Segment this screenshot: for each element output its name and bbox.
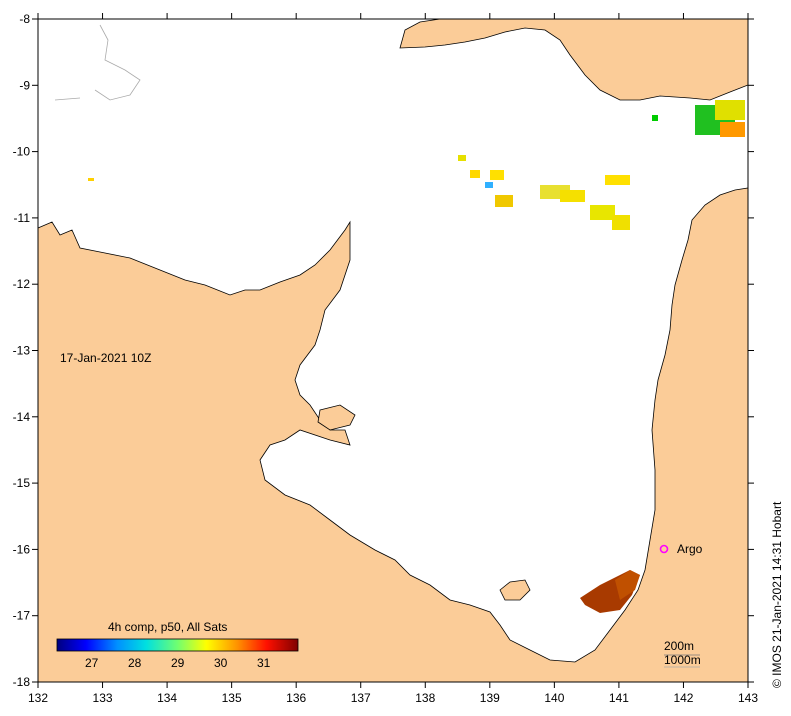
colorbar-tick: 29 bbox=[171, 656, 185, 670]
sst-patches bbox=[88, 100, 745, 613]
colorbar-tick: 30 bbox=[214, 656, 228, 670]
colorbar-title: 4h comp, p50, All Sats bbox=[108, 620, 227, 634]
colorbar-tick: 28 bbox=[128, 656, 142, 670]
lon-tick-label: 132 bbox=[28, 691, 48, 705]
colorbar-gradient bbox=[56, 638, 299, 652]
colorbar-tick: 27 bbox=[85, 656, 99, 670]
colorbar-tick: 31 bbox=[257, 656, 271, 670]
land-island-b bbox=[317, 404, 356, 431]
date-label: 17-Jan-2021 10Z bbox=[60, 351, 151, 365]
lat-tick-label: -13 bbox=[13, 344, 31, 358]
land-island-a bbox=[499, 579, 531, 601]
lon-tick-label: 143 bbox=[738, 691, 758, 705]
map-area: Argo 17-Jan-2021 10Z 200m 1000m 4h comp,… bbox=[37, 18, 749, 683]
lat-tick-label: -16 bbox=[13, 542, 31, 556]
colorbar: 4h comp, p50, All Sats 27 28 29 30 bbox=[56, 620, 299, 670]
lon-tick-label: 139 bbox=[480, 691, 500, 705]
lat-tick-label: -10 bbox=[13, 145, 31, 159]
lon-tick-label: 134 bbox=[157, 691, 177, 705]
lat-tick-label: -8 bbox=[19, 12, 30, 26]
lat-axis: -8 -9 -10 -11 -12 -13 -14 -15 -16 -17 -18 bbox=[13, 12, 754, 689]
lon-tick-label: 136 bbox=[286, 691, 306, 705]
lon-tick-label: 138 bbox=[415, 691, 435, 705]
lat-tick-label: -12 bbox=[13, 277, 31, 291]
lon-tick-label: 140 bbox=[544, 691, 564, 705]
lat-tick-label: -18 bbox=[13, 675, 31, 689]
lon-axis: 132 133 134 135 136 137 138 139 140 141 142 143 bbox=[28, 13, 758, 705]
argo-marker bbox=[659, 544, 669, 554]
argo-label: Argo bbox=[677, 542, 703, 556]
lat-tick-label: -11 bbox=[14, 211, 31, 225]
depth-200m-label: 200m bbox=[664, 639, 694, 653]
lat-tick-label: -14 bbox=[13, 410, 31, 424]
lon-tick-label: 141 bbox=[609, 691, 629, 705]
lat-tick-label: -15 bbox=[13, 476, 31, 490]
png-river-lines bbox=[54, 24, 141, 101]
depth-1000m-label: 1000m bbox=[664, 653, 701, 667]
land-arnhem bbox=[37, 187, 749, 683]
lat-tick-label: -17 bbox=[13, 609, 31, 623]
lon-tick-label: 142 bbox=[673, 691, 693, 705]
lon-tick-label: 137 bbox=[351, 691, 371, 705]
lat-tick-label: -9 bbox=[19, 78, 30, 92]
lon-tick-label: 133 bbox=[93, 691, 113, 705]
credit-text: © IMOS 21-Jan-2021 14:31 Hobart bbox=[770, 501, 784, 688]
lon-tick-label: 135 bbox=[222, 691, 242, 705]
